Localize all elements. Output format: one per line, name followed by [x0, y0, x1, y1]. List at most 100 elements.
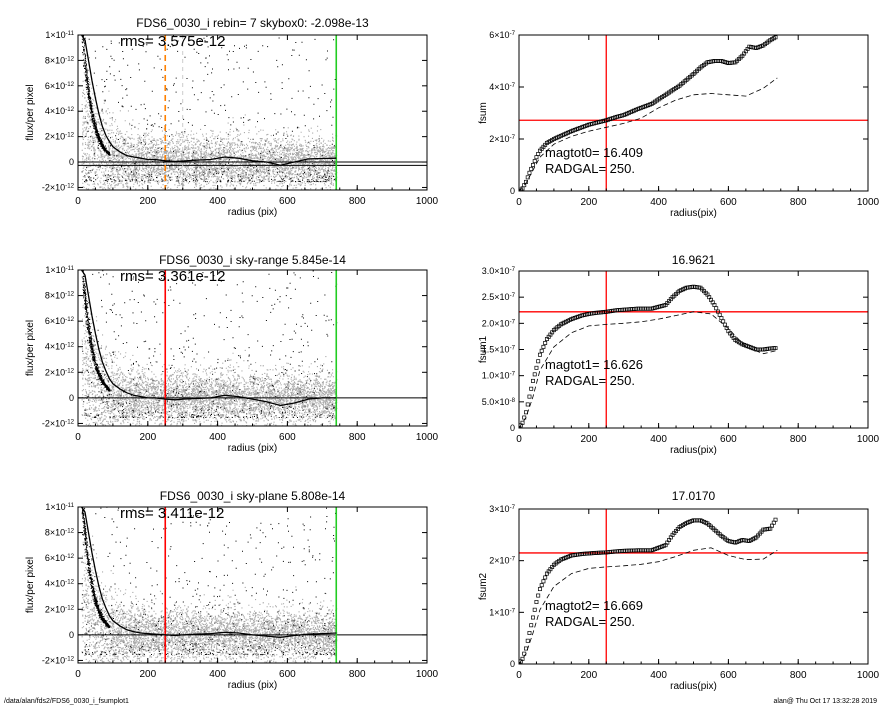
- y-tick-label: 0: [510, 186, 515, 196]
- x-tick-label: 600: [279, 669, 296, 680]
- x-tick-label: 200: [139, 669, 156, 680]
- x-tick-label: 400: [650, 670, 667, 681]
- x-tick-label: 600: [279, 432, 296, 443]
- square-point: [717, 312, 722, 317]
- square-point: [531, 615, 535, 620]
- panel-1: rms= 3.575e-120 200 400 600 800 1000-2×10-120…: [25, 16, 439, 218]
- y-tick-label: 2×10-7: [489, 134, 515, 144]
- y-axis-label: flux/per pixel: [25, 84, 36, 140]
- panel-3: rms= 3.361e-120 200 400 600 800 1000-2×10-120…: [25, 253, 439, 454]
- y-axis-label: flux/per pixel: [25, 320, 36, 376]
- y-tick-label: 1×10-11: [45, 30, 74, 40]
- plot-area: [78, 507, 427, 663]
- y-axis-label: fsum1: [478, 335, 489, 363]
- square-point: [536, 152, 541, 156]
- x-axis-label: radius (pix): [228, 680, 277, 691]
- x-tick-label: 1000: [416, 669, 439, 680]
- y-tick-label: 5.0×10-8: [482, 397, 516, 407]
- y-tick-label: 6×10-12: [45, 553, 75, 563]
- x-tick-label: 600: [279, 196, 296, 207]
- x-tick-label: 600: [720, 670, 737, 681]
- x-tick-label: 200: [580, 197, 597, 208]
- y-tick-label: 1×10-7: [489, 607, 515, 617]
- scatter-core-points: [81, 507, 111, 628]
- x-tick-label: 400: [650, 197, 667, 208]
- square-point: [773, 346, 778, 351]
- x-tick-label: 400: [209, 669, 226, 680]
- x-tick-label: 200: [139, 432, 156, 443]
- x-tick-label: 800: [349, 669, 366, 680]
- x-axis-label: radius (pix): [228, 207, 277, 218]
- y-tick-label: -2×10-12: [42, 655, 75, 665]
- scatter-black-points: [81, 35, 337, 183]
- scatter-gray-points: [81, 528, 338, 663]
- y-tick-label: 2.0×10-7: [482, 318, 516, 328]
- panel-title: FDS6_0030_i sky-plane 5.808e-14: [160, 489, 346, 503]
- pixel-scatter: [81, 270, 338, 426]
- x-tick-label: 1000: [857, 197, 880, 208]
- panel-title: 16.9621: [672, 253, 716, 267]
- square-point: [536, 593, 541, 598]
- x-tick-label: 400: [209, 196, 226, 207]
- y-tick-label: 3×10-7: [489, 504, 515, 514]
- plot-frame: [77, 506, 428, 664]
- x-tick-label: 600: [720, 434, 737, 445]
- x-tick-label: 400: [650, 434, 667, 445]
- x-tick-label: 1000: [416, 432, 439, 443]
- series-squares: [519, 517, 778, 664]
- y-tick-label: 2.5×10-7: [482, 292, 516, 302]
- footer-file-path: /data/alan/fds2/FDS6_0030_i_fsumplot1: [4, 698, 129, 705]
- square-point: [529, 623, 534, 628]
- y-axis-label: fsum2: [478, 572, 489, 600]
- panel-title: FDS6_0030_i sky-range 5.845e-14: [159, 253, 346, 267]
- x-tick-label: 1000: [857, 670, 880, 681]
- x-tick-label: 1000: [857, 434, 880, 445]
- annotation-line-1: magtot2= 16.669: [545, 598, 643, 613]
- x-axis-label: radius (pix): [228, 443, 277, 454]
- x-tick-label: 800: [349, 196, 366, 207]
- annotation-line-2: RADGAL= 250.: [545, 161, 635, 176]
- square-point: [520, 420, 525, 425]
- y-tick-label: 1.5×10-7: [482, 345, 516, 355]
- annotation-line-2: RADGAL= 250.: [545, 614, 635, 629]
- square-point: [537, 587, 542, 592]
- square-point: [773, 517, 778, 522]
- series-dashed: [519, 311, 778, 428]
- y-tick-label: 8×10-12: [45, 55, 75, 65]
- y-tick-label: 1×10-11: [45, 265, 74, 275]
- y-tick-label: 0: [69, 393, 74, 403]
- x-tick-label: 400: [209, 432, 226, 443]
- y-tick-label: 1×10-11: [45, 502, 74, 512]
- square-point: [539, 348, 544, 353]
- square-point: [525, 402, 530, 407]
- rms-annotation: rms= 3.361e-12: [120, 268, 225, 285]
- x-tick-label: 0: [516, 670, 522, 681]
- footer-timestamp: alan@ Thu Oct 17 13:32:28 2019: [773, 698, 878, 705]
- x-tick-label: 0: [75, 669, 81, 680]
- square-point: [527, 394, 532, 399]
- square-point: [527, 631, 532, 635]
- y-tick-label: 6×10-7: [489, 30, 515, 40]
- x-tick-label: 1000: [416, 196, 439, 207]
- annotation-line-1: magtot1= 16.626: [545, 357, 643, 372]
- x-tick-label: 800: [790, 670, 807, 681]
- square-point: [539, 583, 544, 588]
- scatter-core-points: [81, 270, 111, 392]
- x-tick-label: 200: [139, 196, 156, 207]
- square-point: [541, 579, 546, 584]
- y-tick-label: 4×10-12: [45, 106, 75, 116]
- square-point: [543, 341, 548, 345]
- series-squares: [519, 284, 778, 428]
- y-tick-label: 8×10-12: [45, 291, 75, 301]
- radial-profile-line: [80, 270, 337, 407]
- x-axis-label: radius(pix): [670, 208, 717, 219]
- radial-profile-line: [80, 507, 337, 639]
- square-point: [719, 316, 724, 321]
- y-tick-label: -2×10-12: [42, 182, 75, 192]
- square-point: [531, 378, 535, 383]
- x-tick-label: 0: [516, 197, 522, 208]
- y-tick-label: 2×10-12: [45, 132, 75, 142]
